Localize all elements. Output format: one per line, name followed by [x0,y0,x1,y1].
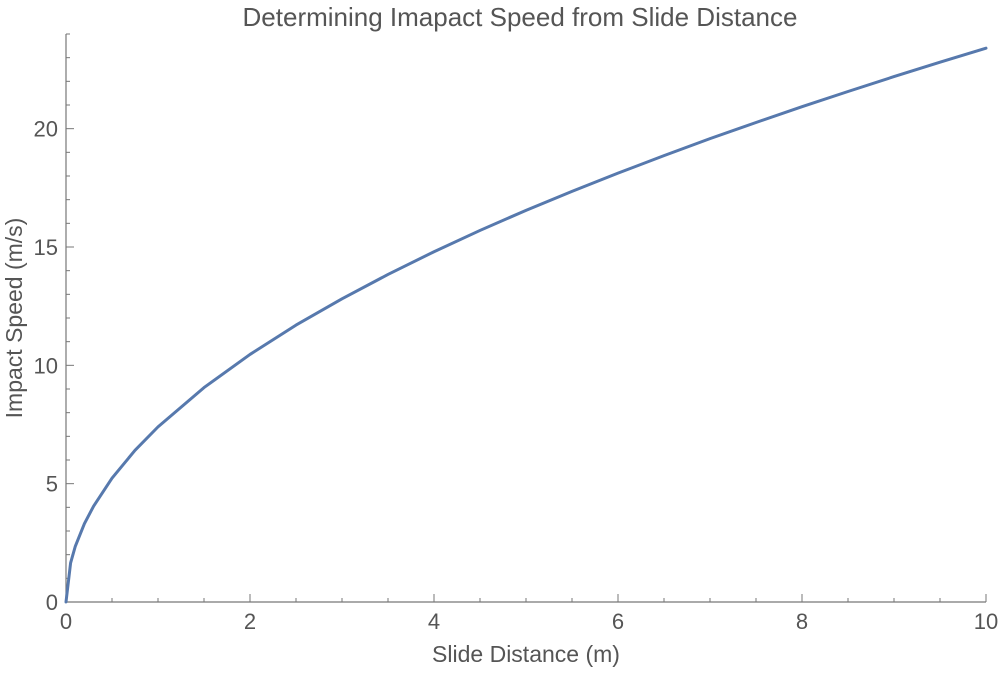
x-axis-tick-labels: 0 2 4 6 8 10 [60,609,998,634]
y-tick-label: 0 [46,590,58,615]
series-line [64,46,988,604]
x-axis-label: Slide Distance (m) [432,641,620,667]
chart-title: Determining Imapact Speed from Slide Dis… [243,2,798,32]
x-tick-label: 4 [428,609,440,634]
y-tick-label: 20 [34,117,58,142]
y-axis-label: Impact Speed (m/s) [1,218,27,419]
x-axis-ticks [65,594,987,602]
x-tick-label: 2 [244,609,256,634]
x-tick-label: 10 [974,609,998,634]
x-tick-label: 6 [612,609,624,634]
y-tick-label: 15 [34,235,58,260]
y-tick-label: 10 [34,353,58,378]
x-tick-label: 8 [796,609,808,634]
y-axis-ticks [66,33,74,603]
y-tick-label: 5 [46,472,58,497]
x-tick-label: 0 [60,609,72,634]
y-axis-tick-labels: 0 5 10 15 20 [34,117,58,615]
